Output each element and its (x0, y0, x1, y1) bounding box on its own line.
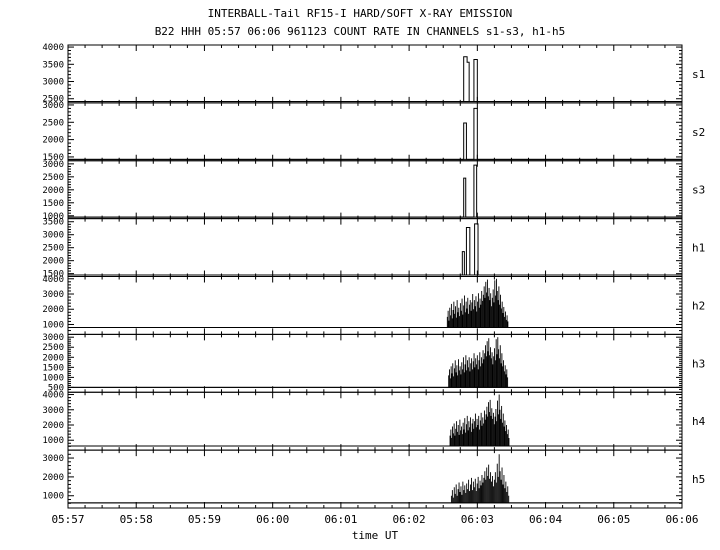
channel-label: s3 (692, 184, 705, 197)
y-tick-label: 3000 (42, 78, 64, 88)
y-tick-label: 3000 (42, 454, 64, 464)
panels-group: 2500300035004000s11500200025003000s21000… (42, 43, 706, 509)
panel-frame (67, 391, 683, 451)
panel-h5: 1000 2000 3000 h5 (42, 449, 705, 509)
y-tick-label: 1000 (42, 492, 64, 502)
x-tick-label: 06:05 (597, 513, 630, 526)
y-tick-label: 3000 (42, 333, 64, 343)
panel-s2: 1500 2000 2500 3000 s2 (42, 101, 705, 163)
y-tick-label: 500 (48, 383, 64, 393)
x-axis-label: time UT (352, 529, 399, 542)
y-tick-label: 1500 (42, 270, 64, 280)
y-tick-label: 2000 (42, 186, 64, 196)
y-tick-label: 2000 (42, 305, 64, 315)
y-tick-label: 1500 (42, 199, 64, 209)
y-tick-label: 2500 (42, 343, 64, 353)
y-tick-label: 2000 (42, 353, 64, 363)
channel-label: h1 (692, 242, 705, 255)
y-tick-label: 3000 (42, 406, 64, 416)
x-tick-label: 06:02 (393, 513, 426, 526)
panel-frame (67, 218, 683, 277)
y-tick-label: 4000 (42, 275, 64, 285)
y-tick-label: 2500 (42, 244, 64, 254)
burst-spikes (449, 394, 510, 447)
y-tick-label: 3000 (42, 160, 64, 170)
y-tick-label: 4000 (42, 391, 64, 401)
x-tick-label: 05:57 (51, 513, 84, 526)
panel-frame (67, 102, 683, 162)
panel-s1: 2500 3000 3500 4000 s1 (42, 43, 705, 105)
channel-label: s2 (692, 126, 705, 139)
signal-trace (68, 164, 682, 218)
y-tick-label: 3500 (42, 218, 64, 228)
panel-frame (67, 333, 683, 393)
x-tick-label: 06:01 (324, 513, 357, 526)
signal-trace (68, 223, 682, 276)
panel-frame (67, 44, 683, 104)
y-tick-label: 3500 (42, 60, 64, 70)
x-axis-group: 05:57 05:58 05:59 06:00 06:01 06:02 06:03 06:04… (51, 513, 698, 526)
y-tick-label: 1500 (42, 153, 64, 163)
y-tick-label: 3000 (42, 231, 64, 241)
panel-s3: 1000 1500 2000 2500 3000 s3 (42, 160, 705, 222)
y-tick-label: 2500 (42, 173, 64, 183)
y-tick-label: 2500 (42, 95, 64, 105)
x-tick-label: 06:03 (461, 513, 494, 526)
panel-frame (67, 449, 683, 509)
channel-label: h3 (692, 357, 705, 370)
signal-trace (68, 56, 682, 102)
burst-spikes (450, 454, 510, 503)
y-tick-label: 2500 (42, 118, 64, 128)
channel-label: s1 (692, 68, 705, 81)
x-tick-label: 06:04 (529, 513, 562, 526)
y-tick-label: 1000 (42, 212, 64, 222)
y-tick-label: 3000 (42, 101, 64, 111)
y-tick-label: 4000 (42, 43, 64, 53)
signal-trace (68, 107, 682, 160)
burst-spikes (446, 278, 509, 328)
chart-title: INTERBALL-Tail RF15-I HARD/SOFT X-RAY EM… (208, 7, 513, 20)
panel-h1: 1500 2000 2500 3000 3500 h1 (42, 218, 705, 280)
y-tick-label: 1000 (42, 436, 64, 446)
x-tick-label: 05:58 (120, 513, 153, 526)
channel-label: h4 (692, 415, 706, 428)
x-tick-label: 06:00 (256, 513, 289, 526)
y-tick-label: 1000 (42, 373, 64, 383)
y-tick-label: 1000 (42, 320, 64, 330)
channel-label: h5 (692, 473, 705, 486)
channel-label: h2 (692, 299, 705, 312)
y-tick-label: 1500 (42, 363, 64, 373)
chart-subtitle: B22 HHH 05:57 06:06 961123 COUNT RATE IN… (155, 25, 566, 38)
x-tick-label: 06:06 (665, 513, 698, 526)
y-tick-label: 2000 (42, 473, 64, 483)
panel-frame (67, 276, 683, 335)
panel-h4: 1000 2000 3000 4000 h4 (42, 391, 706, 451)
panel-frame (67, 160, 683, 220)
y-tick-label: 3000 (42, 290, 64, 300)
burst-spikes (448, 337, 509, 388)
x-tick-label: 05:59 (188, 513, 221, 526)
y-tick-label: 2000 (42, 257, 64, 267)
panel-h2: 1000 2000 3000 4000 h2 (42, 275, 705, 335)
y-tick-label: 2000 (42, 136, 64, 146)
y-tick-label: 2000 (42, 421, 64, 431)
